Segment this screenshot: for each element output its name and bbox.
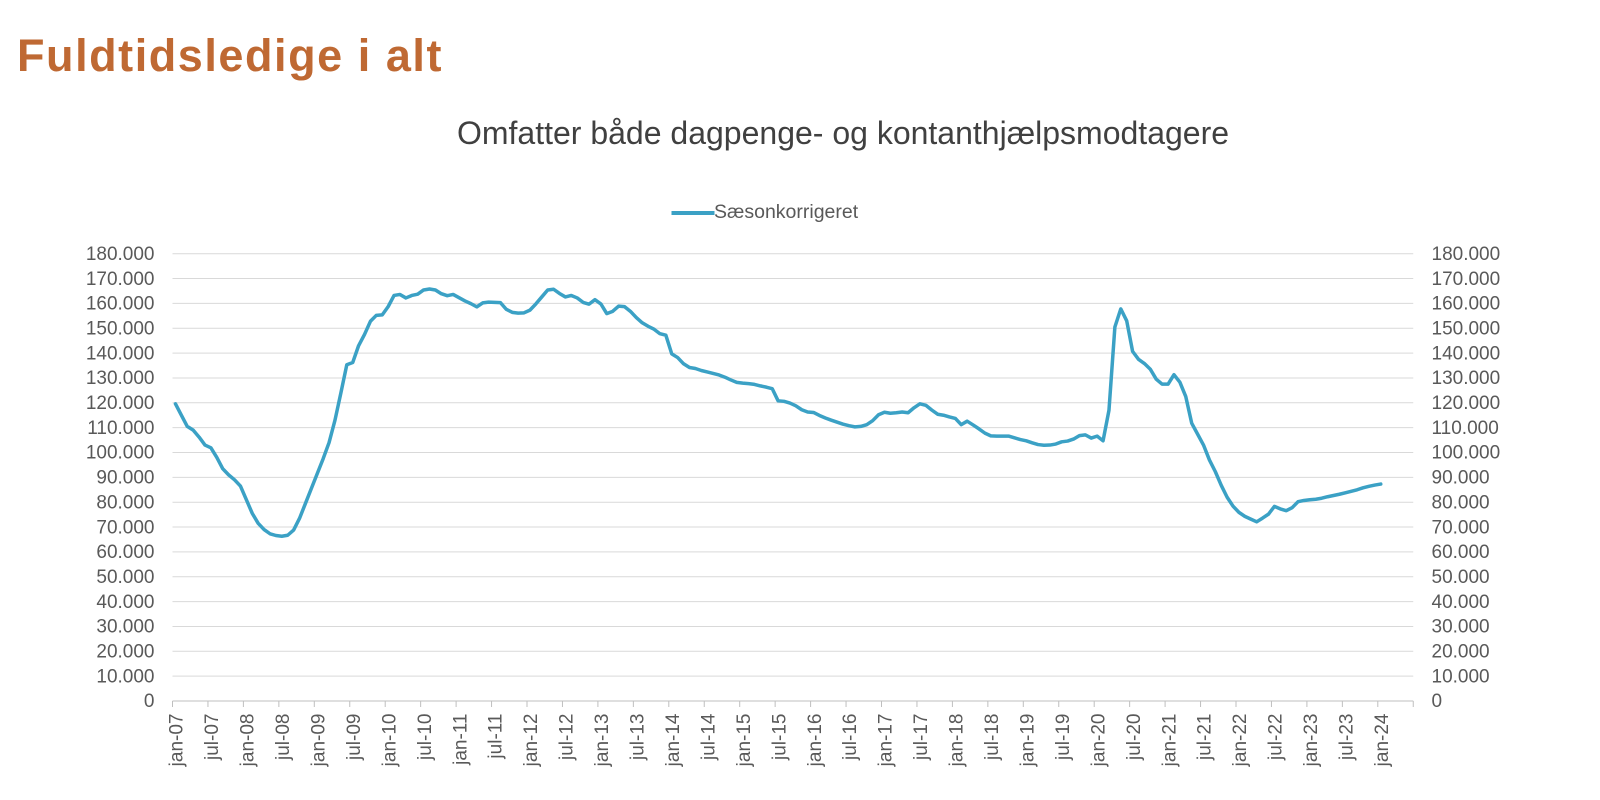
svg-text:90.000: 90.000: [96, 468, 154, 489]
svg-text:jul-08: jul-08: [273, 714, 294, 761]
svg-text:jul-13: jul-13: [628, 714, 649, 761]
svg-text:140.000: 140.000: [86, 343, 155, 364]
svg-text:jan-18: jan-18: [947, 714, 968, 768]
svg-text:jan-22: jan-22: [1230, 714, 1251, 768]
svg-text:Sæsonkorrigeret: Sæsonkorrigeret: [714, 201, 859, 223]
svg-text:jul-22: jul-22: [1266, 714, 1287, 761]
svg-text:150.000: 150.000: [1432, 318, 1501, 339]
svg-text:jul-17: jul-17: [911, 714, 932, 761]
svg-text:jan-21: jan-21: [1159, 714, 1180, 768]
svg-text:10.000: 10.000: [1432, 666, 1490, 687]
svg-text:150.000: 150.000: [86, 318, 155, 339]
svg-text:130.000: 130.000: [86, 368, 155, 389]
svg-text:jul-09: jul-09: [344, 714, 365, 761]
svg-text:60.000: 60.000: [96, 542, 154, 563]
svg-text:jan-09: jan-09: [308, 714, 329, 768]
svg-text:jan-11: jan-11: [450, 714, 471, 766]
svg-text:120.000: 120.000: [1432, 393, 1501, 414]
svg-text:140.000: 140.000: [1432, 343, 1501, 364]
svg-text:40.000: 40.000: [1432, 592, 1490, 613]
svg-text:170.000: 170.000: [1432, 269, 1501, 290]
svg-text:Fuldtidsledige i alt: Fuldtidsledige i alt: [17, 30, 443, 81]
svg-text:100.000: 100.000: [86, 443, 155, 464]
svg-text:90.000: 90.000: [1432, 468, 1490, 489]
svg-text:110.000: 110.000: [87, 418, 154, 439]
svg-text:jan-15: jan-15: [734, 714, 755, 768]
svg-text:jan-14: jan-14: [663, 713, 684, 767]
svg-text:10.000: 10.000: [96, 666, 154, 687]
svg-text:jul-14: jul-14: [698, 713, 719, 761]
svg-text:jan-07: jan-07: [167, 714, 188, 768]
svg-text:jan-19: jan-19: [1017, 714, 1038, 768]
svg-text:jul-21: jul-21: [1195, 714, 1216, 761]
svg-text:jan-17: jan-17: [876, 714, 897, 768]
svg-text:jul-11: jul-11: [486, 714, 507, 760]
svg-text:0: 0: [144, 691, 155, 712]
svg-text:jan-23: jan-23: [1301, 714, 1322, 768]
svg-text:160.000: 160.000: [86, 294, 155, 315]
svg-text:180.000: 180.000: [86, 244, 155, 265]
svg-text:40.000: 40.000: [96, 592, 154, 613]
svg-text:jul-16: jul-16: [840, 714, 861, 761]
svg-text:80.000: 80.000: [1432, 492, 1490, 513]
svg-text:60.000: 60.000: [1432, 542, 1490, 563]
svg-text:Omfatter både dagpenge- og kon: Omfatter både dagpenge- og kontanthjælps…: [457, 115, 1229, 151]
svg-text:jul-10: jul-10: [415, 714, 436, 761]
svg-text:80.000: 80.000: [96, 492, 154, 513]
svg-text:jul-15: jul-15: [769, 714, 790, 761]
svg-text:70.000: 70.000: [1432, 517, 1490, 538]
svg-text:30.000: 30.000: [96, 617, 154, 638]
svg-text:160.000: 160.000: [1432, 294, 1501, 315]
svg-text:jul-07: jul-07: [202, 714, 223, 761]
svg-text:jan-08: jan-08: [238, 714, 259, 768]
svg-text:120.000: 120.000: [86, 393, 155, 414]
svg-text:jul-19: jul-19: [1053, 714, 1074, 761]
svg-text:jul-12: jul-12: [557, 714, 578, 761]
svg-text:110.000: 110.000: [1432, 418, 1499, 439]
svg-text:0: 0: [1432, 691, 1443, 712]
svg-text:50.000: 50.000: [96, 567, 154, 588]
svg-text:jul-18: jul-18: [982, 714, 1003, 761]
svg-text:130.000: 130.000: [1432, 368, 1501, 389]
svg-text:170.000: 170.000: [86, 269, 155, 290]
svg-text:20.000: 20.000: [1432, 642, 1490, 663]
svg-text:jan-24: jan-24: [1372, 713, 1393, 767]
svg-text:jan-12: jan-12: [521, 714, 542, 768]
svg-text:20.000: 20.000: [96, 642, 154, 663]
svg-text:70.000: 70.000: [96, 517, 154, 538]
svg-text:50.000: 50.000: [1432, 567, 1490, 588]
svg-text:jan-20: jan-20: [1088, 714, 1109, 768]
svg-text:jul-23: jul-23: [1337, 714, 1358, 761]
svg-text:100.000: 100.000: [1432, 443, 1501, 464]
svg-text:30.000: 30.000: [1432, 617, 1490, 638]
svg-text:180.000: 180.000: [1432, 244, 1501, 265]
svg-text:jan-16: jan-16: [805, 714, 826, 768]
svg-text:jul-20: jul-20: [1124, 714, 1145, 761]
svg-text:jan-13: jan-13: [592, 714, 613, 768]
svg-text:jan-10: jan-10: [379, 714, 400, 768]
